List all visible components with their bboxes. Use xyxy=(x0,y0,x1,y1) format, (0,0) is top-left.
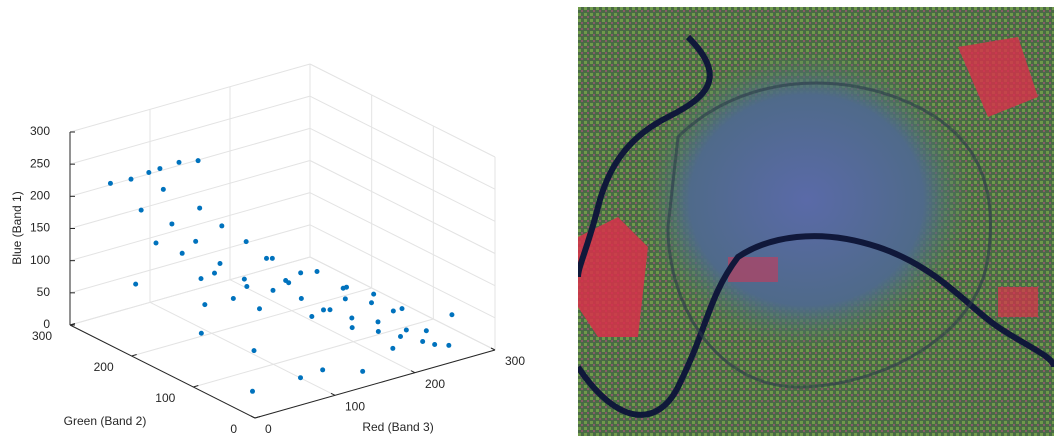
point xyxy=(218,261,223,266)
x-tick-label: 300 xyxy=(505,354,525,368)
point xyxy=(252,348,257,353)
point xyxy=(244,284,249,289)
grid-line xyxy=(70,128,310,196)
x-tick-label: 100 xyxy=(345,400,365,414)
satellite-image xyxy=(578,7,1054,436)
point xyxy=(154,241,159,246)
z-tick-label: 200 xyxy=(30,189,50,203)
point xyxy=(309,314,314,319)
y-tick-label: 0 xyxy=(230,422,237,436)
y-tick-label: 100 xyxy=(155,391,175,405)
tick-mark xyxy=(411,371,415,373)
point xyxy=(432,342,437,347)
point xyxy=(129,177,134,182)
point xyxy=(404,328,409,333)
point xyxy=(360,369,365,374)
y-tick-label: 300 xyxy=(32,329,52,343)
point xyxy=(196,158,201,163)
z-tick-label: 300 xyxy=(30,124,50,138)
point xyxy=(139,208,144,213)
point xyxy=(108,181,113,186)
z-axis-label: Blue (Band 1) xyxy=(10,191,24,264)
x-tick-label: 0 xyxy=(265,422,272,436)
point xyxy=(146,170,151,175)
point xyxy=(199,331,204,336)
point xyxy=(242,277,247,282)
chart: Blue (Band 1) Green (Band 2) Red (Band 3… xyxy=(0,0,570,436)
point xyxy=(212,271,217,276)
point xyxy=(157,166,162,171)
x-tick-label: 200 xyxy=(425,377,445,391)
point xyxy=(400,306,405,311)
point xyxy=(271,288,276,293)
point xyxy=(298,375,303,380)
point xyxy=(202,302,207,307)
point xyxy=(161,187,166,192)
y-axis-label: Green (Band 2) xyxy=(64,414,147,428)
y-tick-label: 200 xyxy=(94,360,114,374)
axis-line xyxy=(255,350,495,418)
point xyxy=(180,251,185,256)
point xyxy=(169,221,174,226)
grid-line xyxy=(132,288,372,356)
z-tick-label: 100 xyxy=(30,253,50,267)
z-tick-label: 150 xyxy=(30,221,50,235)
point xyxy=(321,307,326,312)
point xyxy=(231,296,236,301)
point xyxy=(315,269,320,274)
grid-line xyxy=(70,193,310,261)
grid-line xyxy=(70,161,310,229)
point xyxy=(349,316,354,321)
point xyxy=(199,276,204,281)
grid-line xyxy=(193,319,433,387)
point xyxy=(376,319,381,324)
point xyxy=(369,300,374,305)
z-tick-label: 250 xyxy=(30,156,50,170)
z-tick-label: 50 xyxy=(37,285,51,299)
point xyxy=(371,292,376,297)
point xyxy=(264,256,269,261)
point xyxy=(390,346,395,351)
point xyxy=(219,223,224,228)
point xyxy=(391,309,396,314)
point xyxy=(133,282,138,287)
point xyxy=(398,334,403,339)
tick-mark xyxy=(491,348,495,350)
point xyxy=(270,256,275,261)
figure: Blue (Band 1) Green (Band 2) Red (Band 3… xyxy=(0,0,1054,436)
point xyxy=(197,206,202,211)
point xyxy=(446,343,451,348)
tick-mark xyxy=(331,393,335,395)
point xyxy=(449,312,454,317)
tick-mark xyxy=(251,416,255,418)
point xyxy=(343,296,348,301)
point xyxy=(420,339,425,344)
point xyxy=(299,296,304,301)
point xyxy=(193,239,198,244)
point xyxy=(257,306,262,311)
x-axis-label: Red (Band 3) xyxy=(362,420,433,434)
point xyxy=(376,329,381,334)
point xyxy=(424,328,429,333)
grid-line xyxy=(150,302,335,395)
grid-line xyxy=(70,64,310,132)
point xyxy=(350,325,355,330)
point xyxy=(250,389,255,394)
grid-line xyxy=(70,96,310,164)
grid-line xyxy=(230,280,415,373)
point xyxy=(177,160,182,165)
point xyxy=(320,367,325,372)
point xyxy=(344,285,349,290)
red-area xyxy=(998,287,1038,317)
point xyxy=(328,307,333,312)
point xyxy=(298,270,303,275)
point xyxy=(283,278,288,283)
point xyxy=(244,239,249,244)
